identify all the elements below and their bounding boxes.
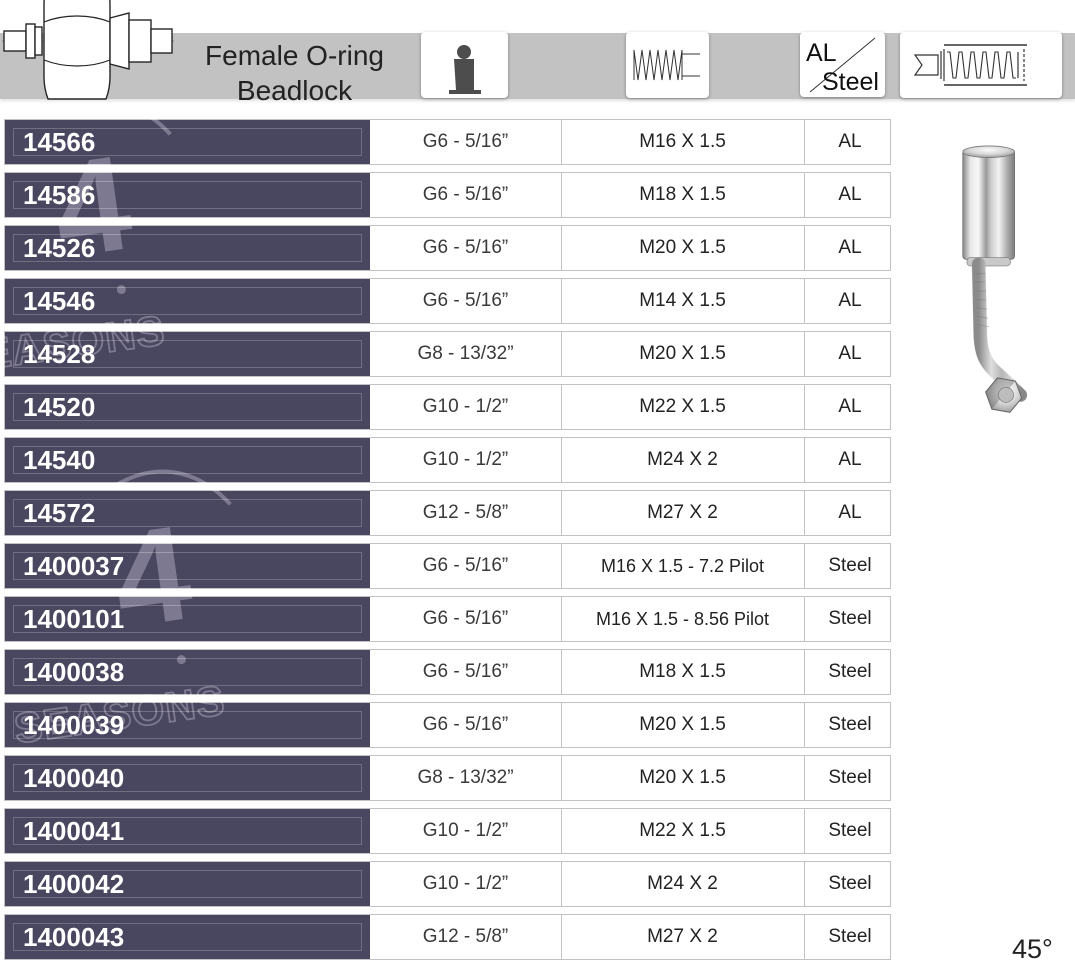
svg-text:Steel: Steel (822, 68, 879, 96)
svg-text:AL: AL (806, 39, 837, 67)
